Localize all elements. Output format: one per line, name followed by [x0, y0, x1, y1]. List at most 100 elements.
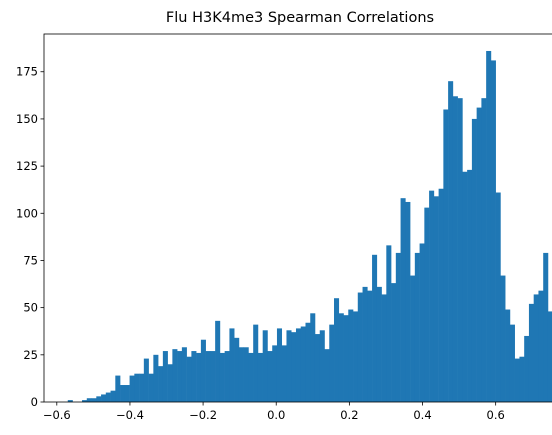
- histogram-bar: [82, 400, 88, 402]
- histogram-bar: [86, 398, 92, 402]
- x-tick-label: −0.2: [189, 408, 217, 422]
- histogram-bar: [500, 275, 506, 402]
- histogram-bar: [462, 171, 468, 402]
- histogram-bar: [115, 375, 121, 402]
- histogram-bar: [372, 254, 378, 402]
- histogram-bar: [338, 313, 344, 402]
- x-tick-label: 0.0: [267, 408, 285, 422]
- x-axis: −0.6 −0.4 −0.2 0.0 0.2 0.4 0.6: [43, 402, 505, 422]
- histogram-bar: [543, 252, 549, 402]
- histogram-bar: [419, 243, 425, 402]
- y-tick-label: 125: [16, 159, 38, 173]
- histogram-bar: [215, 320, 221, 402]
- histogram-bar: [243, 347, 249, 402]
- histogram-bar: [110, 390, 116, 402]
- histogram-bar: [205, 351, 211, 402]
- histogram-bar: [96, 396, 102, 402]
- histogram-bar: [181, 347, 187, 402]
- histogram-bar: [353, 311, 359, 402]
- y-tick-label: 150: [16, 112, 38, 126]
- histogram-bar: [410, 275, 416, 402]
- histogram-bar: [405, 201, 411, 402]
- histogram-bar: [391, 283, 397, 402]
- y-tick-label: 175: [16, 65, 38, 79]
- histogram-bar: [200, 339, 206, 402]
- histogram-bar: [438, 188, 444, 402]
- histogram-bar: [362, 286, 368, 402]
- histogram-bar: [429, 190, 435, 402]
- histogram-bar: [471, 118, 477, 403]
- histogram-bar: [196, 352, 202, 402]
- x-tick-label: 0.4: [413, 408, 431, 422]
- histogram-bar: [91, 398, 97, 402]
- histogram-bar: [129, 375, 135, 402]
- histogram-bar: [267, 351, 273, 402]
- histogram-bar: [253, 324, 259, 402]
- histogram-bar: [547, 311, 552, 402]
- histogram-bar: [348, 309, 354, 402]
- histogram-bar: [476, 107, 482, 402]
- histogram-bar: [186, 356, 192, 402]
- histogram-bar: [400, 198, 406, 402]
- histogram-bar: [486, 50, 492, 402]
- histogram-bar: [343, 315, 349, 402]
- histogram-bar: [381, 294, 387, 402]
- histogram-bar: [519, 356, 525, 402]
- histogram-bar: [120, 385, 126, 402]
- histogram-bar: [524, 335, 530, 402]
- y-tick-label: 25: [23, 348, 38, 362]
- histogram-bar: [467, 169, 473, 402]
- histogram-bar: [514, 358, 520, 402]
- histogram-bar: [158, 366, 164, 402]
- histogram-bar: [101, 394, 107, 402]
- plot-frame: [43, 33, 552, 403]
- y-axis: 0 25 50 75 100 125 150 175: [16, 65, 44, 409]
- histogram-bar: [276, 328, 283, 402]
- histogram-bar: [105, 392, 111, 402]
- histogram-bar: [234, 337, 240, 402]
- histogram-bar: [124, 385, 130, 402]
- histogram-bar: [291, 332, 297, 402]
- histogram-bar: [395, 252, 401, 402]
- histogram-bar: [505, 309, 511, 402]
- x-tick-label: 0.6: [487, 408, 505, 422]
- histogram-bar: [167, 364, 173, 402]
- histogram-bar: [367, 290, 373, 402]
- histogram-bar: [224, 351, 230, 402]
- histogram-bar: [314, 334, 321, 402]
- histogram-bar: [162, 351, 168, 402]
- histogram-bar: [490, 60, 496, 403]
- histogram-bar: [495, 192, 501, 402]
- y-tick-label: 100: [16, 206, 38, 220]
- y-tick-label: 50: [23, 301, 38, 315]
- histogram-bar: [148, 373, 154, 402]
- histogram-bar: [177, 351, 183, 402]
- histogram-bar: [509, 324, 515, 402]
- histogram-bar: [329, 324, 335, 402]
- histogram-bar: [448, 81, 454, 403]
- histogram-bar: [528, 303, 534, 402]
- histogram-bar: [281, 345, 287, 402]
- histogram-bar: [153, 354, 159, 402]
- histogram-bar: [295, 328, 302, 402]
- histogram-bar: [386, 245, 392, 402]
- histogram-bar: [452, 96, 458, 402]
- histogram-bar: [300, 326, 306, 402]
- histogram-bar: [172, 349, 178, 402]
- histogram-bar: [443, 109, 449, 403]
- histogram-bar: [424, 207, 430, 402]
- histogram-bar: [286, 330, 292, 402]
- x-tick-label: −0.4: [116, 408, 144, 422]
- histogram-bar: [229, 328, 235, 402]
- histogram-bar: [533, 294, 539, 402]
- histogram-bar: [139, 373, 145, 402]
- histogram-bar: [305, 322, 311, 402]
- histogram-bar: [257, 352, 263, 402]
- histogram-bar: [219, 352, 225, 402]
- histogram-bar: [414, 252, 420, 402]
- histogram-bar: [457, 98, 463, 402]
- chart-title: Flu H3K4me3 Spearman Correlations: [166, 10, 434, 26]
- histogram-bar: [248, 352, 254, 402]
- histogram-bar: [67, 400, 73, 402]
